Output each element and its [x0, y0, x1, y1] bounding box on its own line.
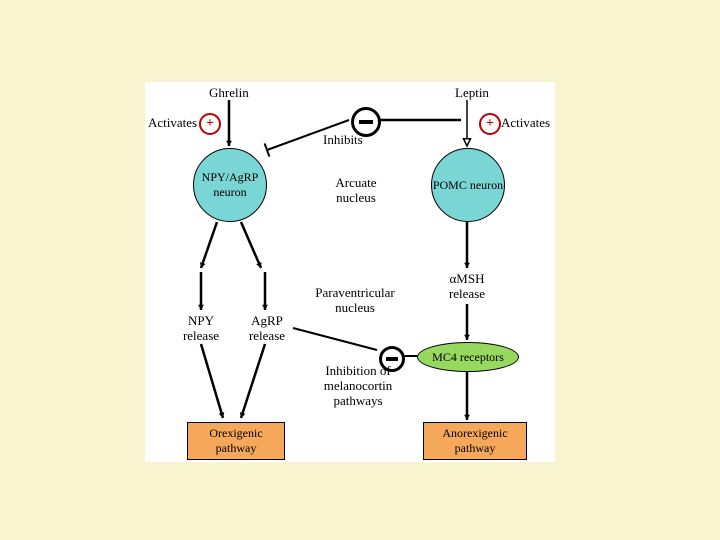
diagram-panel: Ghrelin Leptin Activates Activates Inhib… — [145, 82, 555, 462]
mc4-receptors: MC4 receptors — [417, 342, 519, 372]
orexigenic-pathway-box: Orexigenic pathway — [187, 422, 285, 460]
minus-icon-top — [351, 107, 381, 137]
amsh-label: αMSH release — [439, 272, 495, 302]
npy-agrp-text: NPY/AgRP neuron — [194, 170, 266, 200]
leptin-label: Leptin — [455, 86, 489, 101]
anorexigenic-text: Anorexigenic pathway — [430, 426, 520, 456]
anorexigenic-pathway-box: Anorexigenic pathway — [423, 422, 527, 460]
plus-icon-right: + — [479, 113, 501, 135]
paraventricular-label: Paraventricular nucleus — [305, 286, 405, 316]
activates-right: Activates — [501, 116, 550, 131]
npy-release-label: NPY release — [175, 314, 227, 344]
npy-agrp-neuron: NPY/AgRP neuron — [193, 148, 267, 222]
plus-icon-left: + — [199, 113, 221, 135]
inhibition-melanocortin-label: Inhibition of melanocortin pathways — [313, 364, 403, 409]
orexigenic-text: Orexigenic pathway — [194, 426, 278, 456]
pomc-text: POMC neuron — [433, 178, 503, 193]
ghrelin-label: Ghrelin — [209, 86, 249, 101]
mc4-text: MC4 receptors — [432, 350, 504, 365]
arcuate-label: Arcuate nucleus — [321, 176, 391, 206]
pomc-neuron: POMC neuron — [431, 148, 505, 222]
agrp-release-label: AgRP release — [241, 314, 293, 344]
activates-left: Activates — [148, 116, 197, 131]
inhibits-label: Inhibits — [323, 133, 363, 148]
